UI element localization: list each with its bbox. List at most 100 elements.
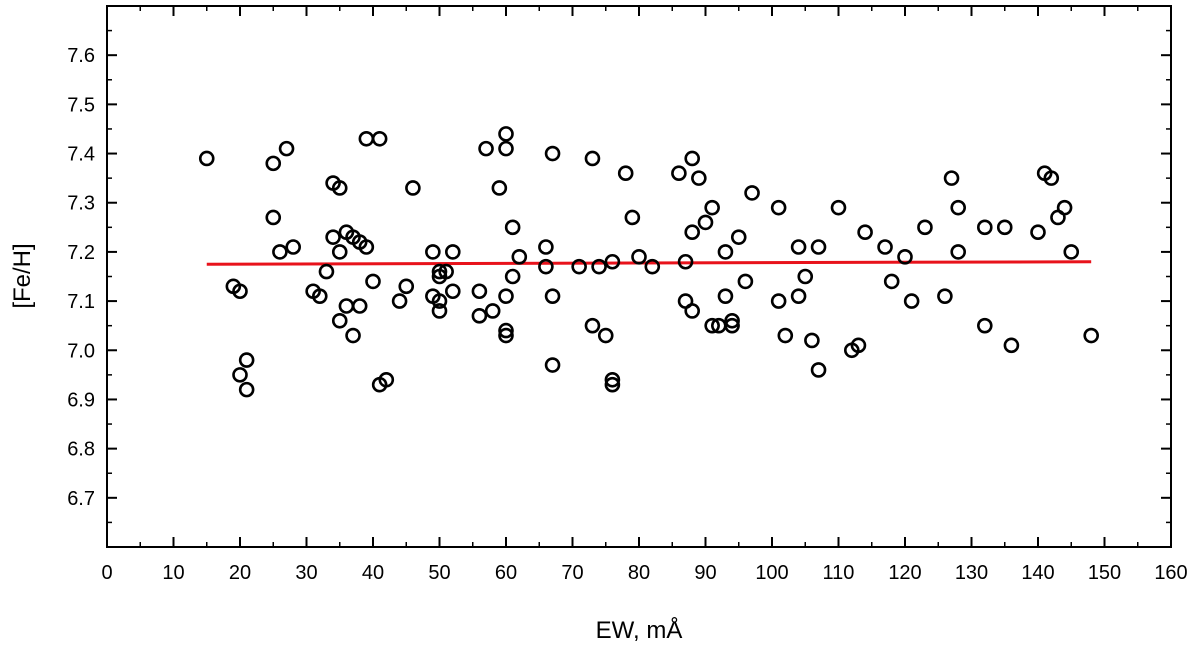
data-point [325,229,341,245]
data-point [883,273,900,290]
data-point [444,244,461,260]
data-point [717,244,734,260]
y-tick-label: 6.7 [67,488,95,510]
data-point [504,219,521,236]
data-point [976,219,993,236]
data-point [624,209,641,226]
data-point [717,288,734,304]
y-axis-title: [Fe/H] [9,243,36,308]
data-point [830,199,847,216]
data-point [770,293,787,309]
data-point [511,249,528,265]
data-point [238,352,255,368]
fit-line-group [206,260,1092,266]
data-point [810,362,827,378]
data-points [198,126,1099,398]
data-point [198,150,215,167]
data-point [484,303,501,319]
data-point [425,244,441,260]
data-point [438,263,454,280]
x-tick-label: 10 [162,562,184,584]
data-point [498,288,514,304]
data-point [790,288,807,304]
x-tick-label: 20 [229,562,251,584]
x-tick-label: 40 [362,562,384,584]
data-point [371,130,388,147]
data-point [431,303,448,319]
data-point [471,283,488,300]
data-point [358,239,375,255]
data-point [431,263,448,280]
data-point [491,180,508,196]
axis-ticks [106,6,1172,547]
data-point [850,337,867,354]
data-point [943,170,960,186]
data-point [996,219,1013,236]
data-point [1030,224,1046,241]
data-point [504,268,521,285]
data-point [631,249,647,265]
data-point [857,224,873,241]
data-point [724,317,740,334]
data-point [1003,337,1020,354]
data-point [544,145,561,162]
y-tick-label: 7.0 [67,340,95,362]
data-point [777,327,794,344]
data-point [311,288,328,304]
x-tick-label: 150 [1088,562,1121,584]
data-point [917,219,933,236]
data-point [671,165,687,182]
data-point [478,140,494,157]
data-point [331,244,348,260]
data-point [471,308,488,324]
data-point [950,244,967,260]
y-tick-label: 7.1 [67,291,95,313]
data-point [744,185,760,201]
data-point [797,268,814,285]
x-tick-label: 90 [694,562,716,584]
data-point [278,140,295,157]
data-point [617,165,634,182]
data-point [684,224,701,241]
data-point [232,367,248,383]
data-point [584,317,601,334]
data-point [704,199,720,216]
data-point [378,371,395,388]
data-point [684,303,701,319]
data-point [345,327,361,344]
data-point [691,170,707,186]
data-point [591,258,607,275]
plot-frame [106,5,1172,548]
data-point [405,180,421,196]
data-point [498,327,514,344]
data-point [431,293,448,309]
data-point [897,249,913,265]
data-point [877,239,893,255]
data-point [358,130,375,147]
data-point [976,317,993,334]
x-tick-label: 60 [495,562,517,584]
x-tick-label: 70 [561,562,583,584]
data-point [232,283,248,300]
tick-labels: 0 10 20 30 40 50 60 70 80 90 100 110 120 130 140 150 160… [67,45,1188,584]
data-point [810,239,827,255]
data-point [498,322,514,339]
data-point [351,298,368,314]
y-tick-label: 7.5 [67,94,95,116]
data-point [238,381,255,398]
data-point [1083,327,1099,344]
y-tick-label: 6.9 [67,389,95,411]
y-tick-label: 7.3 [67,193,95,215]
data-point [265,209,282,226]
data-point [804,332,820,349]
data-point [770,199,787,216]
data-point [1056,199,1073,216]
data-point [604,371,621,388]
data-point [444,283,461,300]
data-point [1043,170,1060,186]
data-point [677,253,694,270]
x-tick-label: 140 [1021,562,1054,584]
y-tick-label: 6.8 [67,439,95,461]
data-point [398,278,415,295]
